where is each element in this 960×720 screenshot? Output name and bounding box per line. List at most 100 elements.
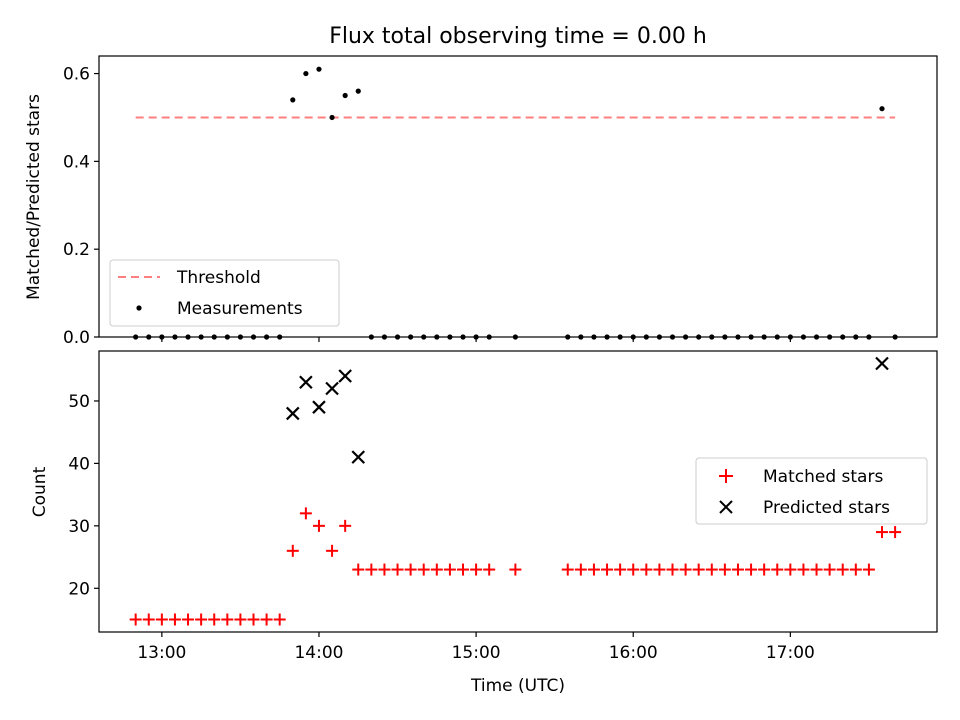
matched-star-point [142, 613, 155, 626]
measurement-point [237, 334, 244, 340]
matched-star-point [666, 563, 679, 576]
matched-star-point [430, 563, 443, 576]
legend-measurements-swatch [136, 305, 142, 311]
measurement-point [447, 334, 453, 340]
y-tick-label: 20 [68, 579, 90, 599]
matched-star-point [378, 563, 391, 576]
measurement-point [146, 334, 152, 340]
matched-star-point [731, 563, 744, 576]
matched-star-point [404, 563, 417, 576]
measurement-point [486, 334, 492, 340]
matched-star-point [155, 613, 168, 626]
matched-star-point [718, 563, 731, 576]
figure-title: Flux total observing time = 0.00 h [329, 24, 707, 49]
measurement-point [133, 334, 139, 340]
measurement-point [185, 334, 191, 340]
top-panel: 0.0 0.2 0.4 0.6 Matched/Predicted stars Thr… [24, 55, 938, 348]
y-tick-label: 30 [68, 517, 90, 537]
bottom-legend: Matched stars Predicted stars [695, 457, 928, 525]
legend-matched-label: Matched stars [763, 467, 883, 487]
matched-star-point [208, 613, 221, 626]
bottom-x-axis-label: Time (UTC) [470, 676, 565, 696]
matched-star-point [470, 563, 483, 576]
measurement-point [643, 334, 649, 340]
measurement-point [722, 334, 728, 340]
bottom-panel: 20 30 40 50 13:00 14:00 15:00 16:00 17:00 Count… [30, 350, 938, 696]
matched-star-point [417, 563, 430, 576]
matched-star-point [889, 526, 902, 539]
matched-star-point [247, 613, 260, 626]
measurement-point [827, 334, 833, 340]
matched-star-point [745, 563, 758, 576]
measurement-point [290, 97, 296, 103]
measurement-point [512, 334, 518, 340]
x-tick-label: 17:00 [766, 643, 815, 663]
matched-star-point [483, 563, 496, 576]
measurement-point [224, 334, 230, 340]
matched-star-point [234, 613, 247, 626]
matched-star-point [862, 563, 875, 576]
measurement-point [735, 334, 741, 340]
matched-star-point [273, 613, 286, 626]
measurement-point [696, 334, 702, 340]
matched-star-point [509, 563, 522, 576]
measurement-point [198, 334, 204, 340]
matched-star-point [705, 563, 718, 576]
matched-star-point [352, 563, 365, 576]
y-tick-label: 0.2 [63, 240, 90, 260]
matched-star-point [679, 563, 692, 576]
y-tick-label: 0.4 [63, 152, 90, 172]
measurement-point [277, 334, 283, 340]
measurement-point [813, 334, 820, 340]
predicted-star-point [325, 381, 339, 396]
measurement-point [578, 334, 584, 340]
measurement-point [800, 334, 807, 340]
matched-star-point [195, 613, 208, 626]
measurement-point [250, 334, 257, 340]
matched-star-point [574, 563, 587, 576]
matched-star-point [339, 519, 352, 532]
legend-predicted-swatch [719, 500, 733, 514]
measurement-point [381, 334, 388, 340]
measurement-point [748, 334, 754, 340]
bottom-legend-box [695, 457, 928, 525]
measurement-point [460, 334, 466, 340]
measurement-point [761, 334, 767, 340]
measurement-point [840, 334, 846, 340]
matched-star-point [326, 544, 339, 557]
matched-star-point [849, 563, 862, 576]
measurement-point [394, 334, 401, 340]
legend-measurements-label: Measurements [177, 299, 303, 319]
measurement-point [264, 334, 270, 340]
legend-predicted-label: Predicted stars [763, 498, 890, 518]
measurement-point [604, 334, 610, 340]
predicted-star-point [299, 375, 313, 390]
measurement-point [316, 66, 322, 72]
legend-threshold-label: Threshold [176, 268, 261, 288]
measurement-point [342, 92, 348, 99]
measurement-point [669, 334, 676, 340]
y-tick-label: 0.6 [63, 65, 90, 85]
matched-star-point [443, 563, 456, 576]
measurement-point [355, 88, 361, 94]
measurement-point [853, 334, 859, 340]
matched-star-point [286, 544, 299, 557]
top-y-axis-label: Matched/Predicted stars [24, 94, 44, 300]
matched-star-point [614, 563, 627, 576]
matched-star-point [627, 563, 640, 576]
predicted-star-point [312, 400, 326, 414]
matched-star-point [221, 613, 234, 626]
matched-star-point [797, 563, 810, 576]
measurement-point [866, 334, 872, 340]
predicted-star-point [351, 450, 366, 464]
y-tick-label: 50 [68, 392, 90, 412]
x-tick-label: 14:00 [294, 643, 343, 663]
matched-star-point [457, 563, 470, 576]
matched-star-point [810, 563, 823, 576]
predicted-star-point [286, 406, 300, 421]
measurement-point [172, 334, 178, 340]
top-legend-box [109, 259, 340, 327]
x-tick-label: 13:00 [137, 643, 186, 663]
measurement-point [329, 114, 335, 121]
